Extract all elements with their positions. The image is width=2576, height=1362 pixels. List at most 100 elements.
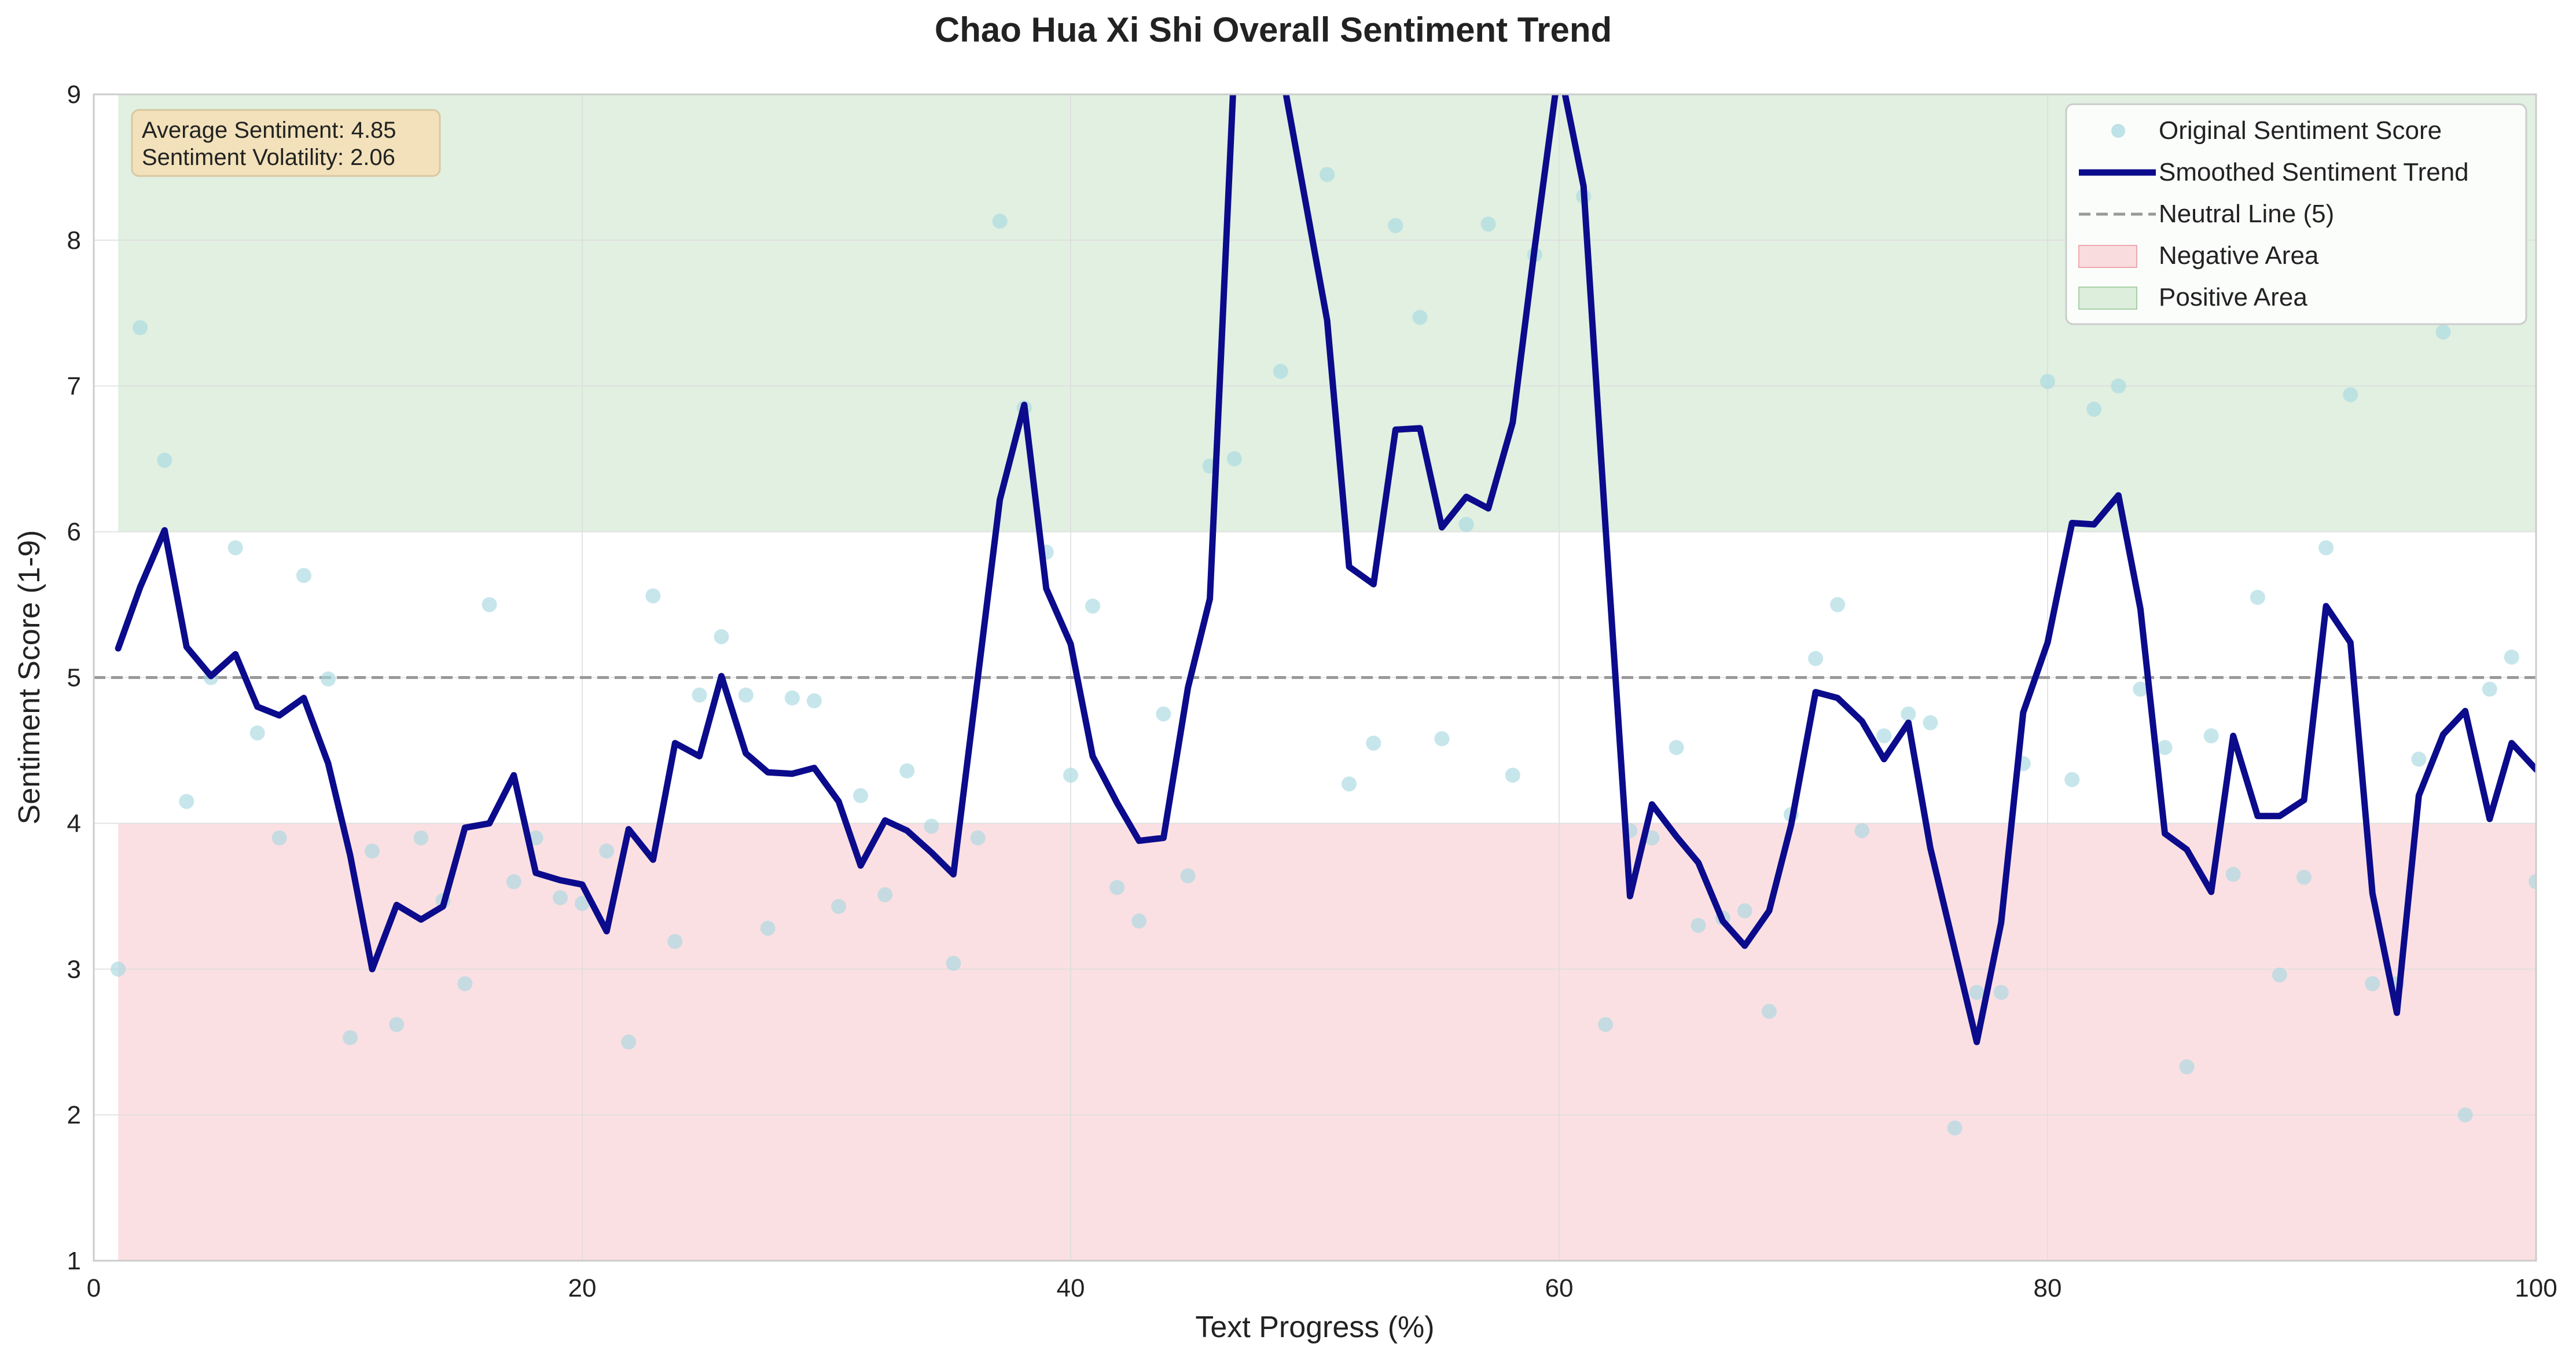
scatter-point (1691, 917, 1706, 933)
scatter-point (1552, 58, 1567, 73)
scatter-point (1434, 731, 1450, 747)
scatter-point (575, 895, 590, 911)
legend-label-negative: Negative Area (2159, 241, 2319, 270)
scatter-point (1366, 735, 1381, 751)
stats-box-background (131, 109, 441, 177)
scatter-point (1458, 517, 1474, 533)
y-tick-labels: 1 2 3 4 5 6 7 8 9 (67, 80, 81, 1275)
scatter-point (992, 214, 1008, 229)
scatter-point (1320, 167, 1335, 182)
scatter-point (2064, 772, 2080, 787)
scatter-point (2435, 324, 2451, 340)
scatter-point (157, 453, 172, 468)
y-tick-label: 2 (67, 1101, 81, 1129)
legend-swatch-positive (2078, 287, 2137, 310)
scatter-point (2272, 967, 2287, 983)
scatter-point (2365, 976, 2380, 992)
legend-label-trend: Smoothed Sentiment Trend (2159, 158, 2469, 186)
scatter-point (365, 843, 380, 859)
scatter-point (2133, 681, 2148, 697)
scatter-point (249, 725, 265, 741)
scatter-point (1226, 451, 1242, 467)
scatter-point (2411, 751, 2427, 767)
scatter-point (2318, 540, 2334, 556)
legend-swatch-negative (2078, 245, 2137, 268)
scatter-point (1180, 868, 1196, 884)
scatter-point (946, 956, 961, 971)
x-tick-label: 20 (568, 1274, 597, 1302)
scatter-point (1854, 823, 1870, 838)
y-tick-label: 3 (67, 955, 81, 983)
scatter-point (2040, 374, 2055, 390)
stats-average: Average Sentiment: 4.85 (142, 118, 396, 143)
scatter-point (528, 830, 543, 846)
scatter-point (553, 890, 568, 905)
scatter-point (1669, 740, 1684, 755)
scatter-point (2111, 378, 2126, 394)
scatter-point (924, 818, 939, 834)
scatter-point (1876, 728, 1892, 744)
scatter-point (1342, 776, 1357, 792)
scatter-point (645, 588, 661, 604)
scatter-point (457, 976, 473, 992)
legend-swatch-scatter (2111, 124, 2125, 138)
scatter-point (831, 898, 847, 914)
scatter-point (1993, 985, 2009, 1000)
legend-label-positive: Positive Area (2159, 283, 2307, 311)
scatter-point (1109, 880, 1125, 895)
scatter-point (2203, 728, 2219, 744)
scatter-point (2225, 867, 2241, 882)
smoothed-trend-line (115, 94, 2536, 1045)
scatter-point (2179, 1059, 2195, 1075)
scatter-point (1923, 715, 1938, 730)
scatter-point (1969, 985, 1985, 1000)
scatter-point (1737, 903, 1752, 919)
scatter-point (1761, 1004, 1777, 1019)
scatter-point (321, 671, 336, 687)
scatter-point (389, 1016, 405, 1032)
scatter-point (1830, 597, 1846, 612)
scatter-point (1273, 364, 1288, 379)
scatter-point (899, 763, 915, 779)
plot-frame (93, 93, 2537, 1262)
scatter-point (2529, 874, 2536, 890)
stats-box: Average Sentiment: 4.85 Sentiment Volati… (131, 109, 441, 177)
scatter-point (1644, 830, 1660, 846)
stats-volatility: Sentiment Volatility: 2.06 (142, 145, 395, 170)
scatter-point (1480, 216, 1496, 232)
scatter-point (271, 830, 287, 846)
legend-label-neutral: Neutral Line (5) (2159, 200, 2334, 228)
scatter-point (1901, 706, 1916, 722)
legend: Original Sentiment Score Smoothed Sentim… (2065, 103, 2527, 325)
y-tick-label: 8 (67, 226, 81, 255)
scatter-point (111, 961, 126, 977)
y-tick-label: 1 (67, 1247, 81, 1275)
x-tick-label: 0 (87, 1274, 101, 1302)
scatter-point (227, 540, 243, 556)
x-tick-label: 60 (1545, 1274, 1574, 1302)
scatter-point (2343, 387, 2358, 402)
scatter-point (1388, 218, 1403, 233)
scatter-point (692, 687, 707, 703)
scatter-point (599, 843, 615, 859)
scatter-point (179, 794, 194, 809)
scatter-point (738, 687, 754, 703)
scatter-point (970, 830, 986, 846)
scatter-point (1505, 768, 1520, 783)
negative-area-region (118, 823, 2536, 1261)
scatter-point (482, 597, 497, 612)
scatter-point (296, 568, 311, 583)
legend-label-scatter: Original Sentiment Score (2159, 116, 2442, 145)
scatter-point (806, 693, 822, 708)
y-tick-label: 6 (67, 518, 81, 546)
scatter-point (2157, 740, 2173, 755)
scatter-point (2250, 589, 2265, 605)
scatter-point (1085, 599, 1100, 614)
scatter-point (2296, 869, 2312, 885)
y-tick-label: 9 (67, 80, 81, 109)
y-axis-label: Sentiment Score (1-9) (13, 530, 46, 825)
scatter-point (1156, 706, 1171, 722)
legend-background (2065, 103, 2527, 325)
scatter-point (2457, 1107, 2473, 1123)
scatter-point (1947, 1120, 1963, 1136)
